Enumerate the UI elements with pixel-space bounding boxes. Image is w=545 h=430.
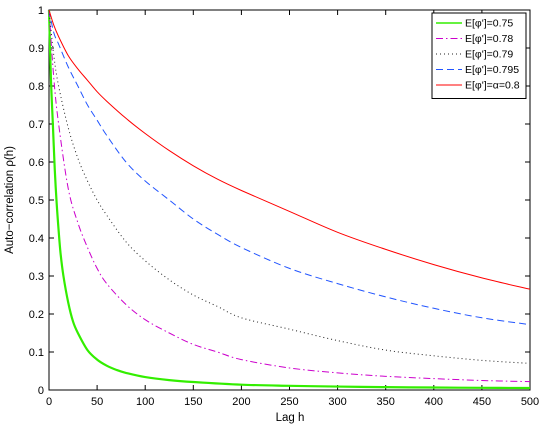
legend: E[φ']=0.75 E[φ']=0.78 E[φ']=0.79 E[φ']=0.79… [431,12,527,99]
legend-label-1: E[φ']=0.75 [465,18,513,30]
x-axis-title: Lag h [276,412,305,424]
series-line-4 [48,9,531,326]
y-tick-label: 0.2 [29,309,44,321]
x-tick-label: 100 [136,396,154,408]
y-tick-label: 0.3 [29,271,44,283]
series-line-5 [48,9,531,290]
y-tick-label: 0 [38,385,44,397]
x-tick-label: 150 [184,396,202,408]
x-tick-label: 0 [46,396,52,408]
y-tick-label: 0.9 [29,43,44,55]
y-axis-title: Auto−correlation ρ(h) [4,146,16,254]
y-tick-label: 0.1 [29,347,44,359]
y-tick-label: 1 [38,5,44,17]
y-tick-label: 0.4 [29,233,44,245]
legend-label-3: E[φ']=0.79 [465,49,513,61]
x-tick-label: 450 [473,396,491,408]
y-tick-label: 0.8 [29,81,44,93]
legend-label-5: E[φ']=α=0.8 [465,80,520,92]
series-line-1 [47,9,531,390]
legend-label-2: E[φ']=0.78 [465,33,513,45]
x-tick-label: 200 [232,396,250,408]
legend-box [431,12,527,99]
series-line-2 [48,9,531,383]
x-tick-label: 500 [521,396,539,408]
series-layer [47,9,531,390]
x-tick-label: 400 [425,396,443,408]
x-tick-label: 350 [377,396,395,408]
x-tick-label: 300 [328,396,346,408]
y-tick-label: 0.5 [29,195,44,207]
legend-label-4: E[φ']=0.795 [465,64,519,76]
y-tick-label: 0.7 [29,119,44,131]
x-tick-label: 250 [280,396,298,408]
x-tick-label: 50 [91,396,103,408]
axes: 0 50 100 150 200 250 300 350 400 450 500 0 0.1 0.2 0.3… [29,5,539,408]
y-tick-label: 0.6 [29,157,44,169]
